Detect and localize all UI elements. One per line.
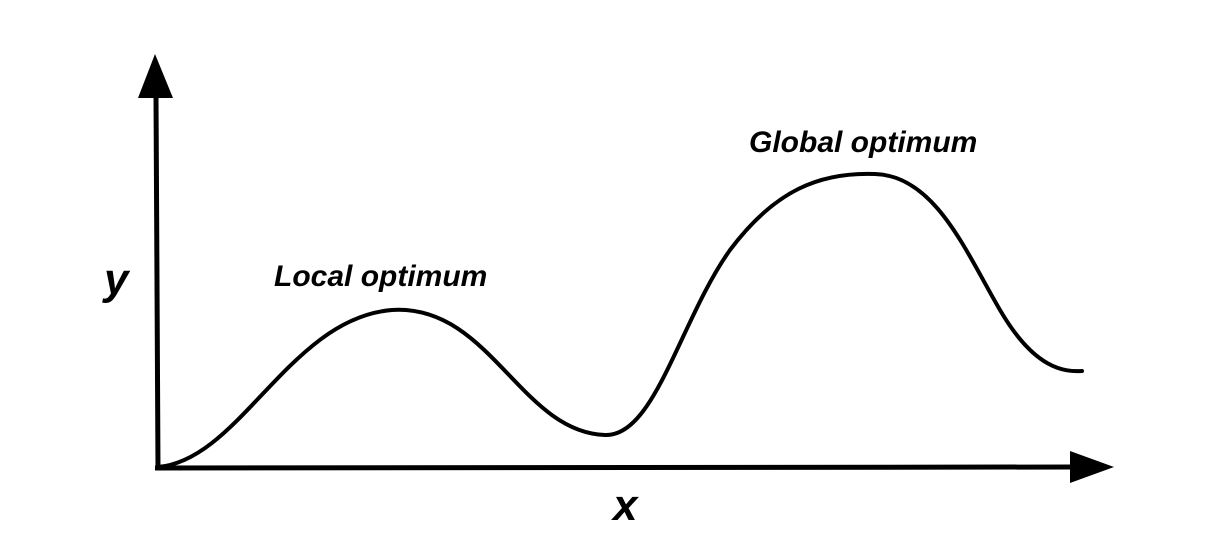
y-axis-line [153, 95, 161, 471]
global-optimum-label: Global optimum [749, 126, 977, 159]
local-optimum-label: Local optimum [274, 260, 487, 293]
x-axis-arrow-icon [1070, 451, 1114, 483]
y-axis-arrow-icon [138, 54, 173, 98]
x-axis-line [154, 464, 1075, 471]
objective-curve [156, 171, 1084, 469]
x-axis-label: x [611, 481, 639, 530]
y-axis-label: y [102, 255, 131, 304]
